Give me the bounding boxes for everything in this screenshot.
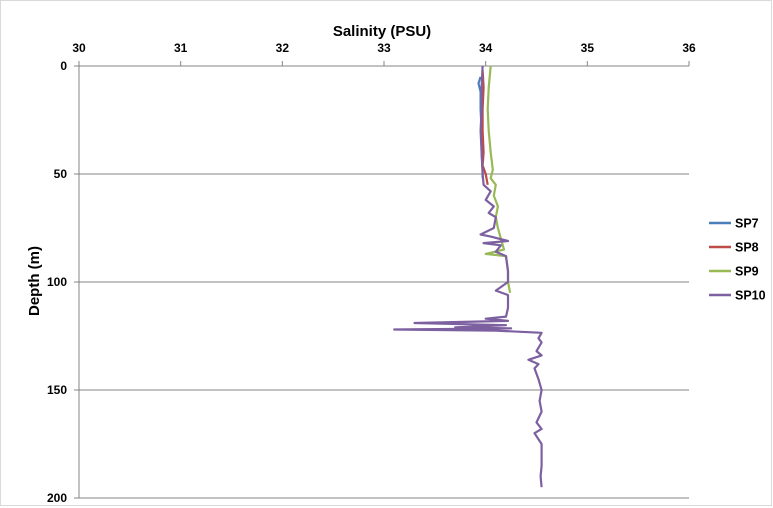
legend-label-sp8: SP8: [735, 241, 759, 255]
x-tick-label: 35: [581, 41, 595, 55]
y-tick-label: 100: [47, 275, 67, 289]
gridlines: [79, 65, 689, 499]
y-tick-label: 0: [60, 59, 67, 73]
x-tick-label: 32: [276, 41, 290, 55]
y-tick-label: 200: [47, 491, 67, 505]
legend-label-sp9: SP9: [735, 265, 759, 279]
y-tick-label: 150: [47, 383, 67, 397]
y-axis-title: Depth (m): [26, 246, 43, 316]
legend-label-sp10: SP10: [735, 289, 766, 303]
series-line-sp10: [393, 65, 543, 488]
x-axis-title: Salinity (PSU): [333, 23, 431, 40]
plot-series: [393, 65, 543, 488]
axes: [74, 61, 690, 499]
x-tick-labels: 30 31 32 33 34 35 36: [72, 41, 696, 55]
series-line-sp8: [481, 70, 489, 186]
x-tick-label: 33: [377, 41, 391, 55]
x-tick-label: 30: [72, 41, 86, 55]
legend-label-sp7: SP7: [735, 217, 759, 231]
x-tick-label: 34: [479, 41, 493, 55]
y-tick-label: 50: [54, 167, 68, 181]
x-tick-label: 31: [174, 41, 188, 55]
legend: SP7 SP8 SP9 SP10: [709, 217, 766, 303]
y-tick-labels: 0 50 100 150 200: [47, 59, 67, 505]
x-tick-label: 36: [682, 41, 696, 55]
